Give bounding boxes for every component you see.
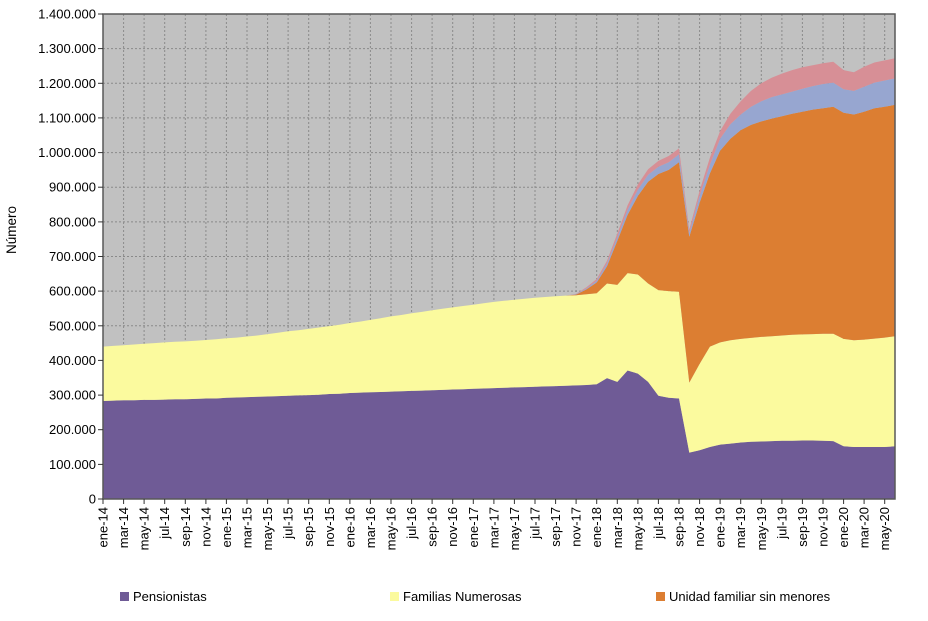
x-tick-label: ene-18 [589, 507, 604, 547]
x-tick-label: mar-19 [733, 507, 748, 548]
y-tick-label: 400.000 [49, 353, 96, 368]
y-tick-label: 1.000.000 [38, 145, 96, 160]
x-tick-label: jul-18 [651, 507, 666, 540]
legend-label-unidad-familiar-sin-menores: Unidad familiar sin menores [669, 589, 831, 604]
x-tick-label: mar-15 [240, 507, 255, 548]
x-axis-tick-labels: ene-14 mar-14 may-14 jul-14 sep-14 nov-14 ene-… [96, 507, 893, 550]
x-tick-label: nov-17 [569, 507, 584, 547]
x-tick-label: sep-18 [672, 507, 687, 547]
x-tick-label: may-15 [260, 507, 275, 550]
y-tick-label: 700.000 [49, 249, 96, 264]
x-tick-label: nov-19 [816, 507, 831, 547]
legend-item-unidad-familiar-sin-menores: Unidad familiar sin menores [656, 590, 830, 603]
x-tick-label: mar-17 [486, 507, 501, 548]
legend-swatch-pensionistas [120, 592, 129, 601]
x-tick-label: ene-20 [836, 507, 851, 547]
y-tick-label: 1.300.000 [38, 41, 96, 56]
x-tick-label: may-14 [137, 507, 152, 550]
x-tick-label: ene-15 [219, 507, 234, 547]
legend-label-familias-numerosas: Familias Numerosas [403, 589, 522, 604]
x-tick-label: mar-14 [116, 507, 131, 548]
legend-label-pensionistas: Pensionistas [133, 589, 207, 604]
y-axis-tick-labels: 0 100.000 200.000 300.000 400.000 500.000 600.… [38, 7, 96, 507]
x-tick-label: mar-20 [857, 507, 872, 548]
x-tick-label: nov-16 [445, 507, 460, 547]
area-unidad-familiar-sin-menores [103, 104, 895, 383]
x-tick-label: sep-15 [301, 507, 316, 547]
x-tick-label: may-20 [877, 507, 892, 550]
x-tick-label: jul-19 [774, 507, 789, 540]
y-tick-label: 900.000 [49, 180, 96, 195]
x-tick-label: mar-16 [363, 507, 378, 548]
x-tick-label: sep-19 [795, 507, 810, 547]
x-tick-label: nov-14 [198, 507, 213, 547]
area-series-group [103, 58, 895, 499]
x-tick-label: nov-15 [322, 507, 337, 547]
x-tick-label: ene-17 [466, 507, 481, 547]
x-tick-label: jul-15 [281, 507, 296, 540]
y-tick-label: 1.200.000 [38, 76, 96, 91]
area-pensionistas [103, 370, 895, 499]
area-series-4-sin-etiqueta [103, 78, 895, 347]
y-tick-label: 200.000 [49, 422, 96, 437]
y-tick-label: 500.000 [49, 318, 96, 333]
x-tick-label: may-17 [507, 507, 522, 550]
legend-item-pensionistas: Pensionistas [120, 590, 207, 603]
x-tick-label: jul-14 [157, 507, 172, 540]
x-tick-label: ene-19 [713, 507, 728, 547]
y-tick-label: 300.000 [49, 388, 96, 403]
x-tick-label: may-16 [384, 507, 399, 550]
x-tick-label: ene-14 [96, 507, 111, 547]
y-tick-label: 100.000 [49, 457, 96, 472]
y-tick-label: 800.000 [49, 214, 96, 229]
x-tick-label: jul-16 [404, 507, 419, 540]
x-tick-label: sep-16 [425, 507, 440, 547]
chart-canvas: 0 100.000 200.000 300.000 400.000 500.000 600.… [4, 7, 896, 550]
y-tick-label: 1.100.000 [38, 110, 96, 125]
y-tick-label: 0 [89, 492, 96, 507]
legend-swatch-familias-numerosas [390, 592, 399, 601]
axis-ticks [98, 13, 886, 504]
y-tick-label: 1.400.000 [38, 7, 96, 22]
y-tick-label: 600.000 [49, 284, 96, 299]
x-tick-label: mar-18 [610, 507, 625, 548]
x-tick-label: sep-17 [548, 507, 563, 547]
x-tick-label: may-18 [630, 507, 645, 550]
x-tick-label: nov-18 [692, 507, 707, 547]
x-tick-label: sep-14 [178, 507, 193, 547]
x-tick-label: ene-16 [342, 507, 357, 547]
legend-item-familias-numerosas: Familias Numerosas [390, 590, 521, 603]
x-tick-label: jul-17 [528, 507, 543, 540]
legend-swatch-unidad-familiar-sin-menores [656, 592, 665, 601]
x-tick-label: may-19 [754, 507, 769, 550]
area-familias-numerosas [103, 273, 895, 453]
y-axis-title: Número [4, 206, 19, 254]
